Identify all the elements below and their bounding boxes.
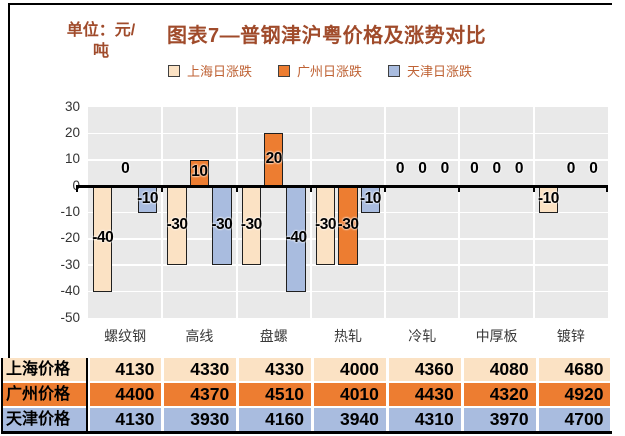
- legend-swatch: [388, 64, 401, 77]
- bar-data-label: -40: [285, 229, 307, 247]
- bar-data-label: -30: [166, 216, 188, 234]
- bar-data-label: -30: [211, 216, 233, 234]
- x-category-label: 热轧: [333, 328, 362, 344]
- table-cell: 4080: [463, 358, 536, 381]
- y-tick-label: -30: [60, 256, 80, 272]
- legend-swatch: [168, 64, 180, 77]
- frame-border-left: [8, 3, 10, 359]
- unit-label: 单位：元/吨: [66, 22, 136, 60]
- frame-border-top: [8, 3, 612, 5]
- h-gridline: [88, 158, 608, 161]
- chart-title: 图表7—普钢津沪粤价格及涨势对比: [167, 25, 487, 47]
- x-category-label: 盘螺: [259, 328, 288, 344]
- bar-data-label: 0: [440, 160, 450, 178]
- y-tick-label: 10: [64, 151, 80, 167]
- bar-data-label: 20: [265, 150, 283, 168]
- table-cell: 4330: [164, 358, 237, 381]
- y-tick-label: 30: [64, 98, 80, 114]
- table-cell: 4330: [239, 358, 312, 381]
- axis-tick: [458, 187, 461, 192]
- table-separator-line: [86, 358, 88, 431]
- table-cell: 3930: [164, 407, 237, 431]
- bar-data-label: -10: [359, 189, 381, 207]
- bar-data-label: -40: [92, 229, 114, 247]
- table-cell: 4400: [89, 382, 162, 406]
- table-cell: 4310: [388, 407, 461, 431]
- table-cell: 4130: [89, 407, 162, 431]
- bar-data-label: -30: [315, 216, 337, 234]
- x-category-label: 镀锌: [556, 328, 585, 344]
- x-category-label: 中厚板: [475, 328, 518, 344]
- table-cell: 3970: [463, 407, 536, 431]
- y-tick-label: 20: [64, 124, 80, 140]
- table-cell: 4700: [538, 407, 611, 431]
- legend-label: 天津日涨跌: [407, 64, 473, 79]
- table-cell: 4010: [314, 382, 386, 406]
- axis-tick: [309, 187, 312, 192]
- v-gridline: [161, 107, 164, 318]
- bar-data-label: 0: [121, 160, 130, 178]
- bar-data-label: 10: [191, 163, 208, 181]
- legend-label: 上海日涨跌: [187, 64, 253, 79]
- bar-data-label: -10: [137, 189, 158, 207]
- table-cell: 4320: [463, 382, 536, 406]
- table-cell: 4370: [164, 382, 237, 406]
- x-category-label: 高线: [185, 328, 214, 344]
- h-gridline: [88, 290, 608, 293]
- y-tick-label: -10: [60, 204, 80, 219]
- table-cell: 4360: [388, 358, 461, 381]
- bar-data-label: 0: [566, 160, 576, 178]
- axis-tick: [161, 187, 164, 192]
- x-category-label: 螺纹钢: [104, 328, 147, 344]
- v-gridline: [384, 107, 387, 318]
- table-row-label: 上海价格: [1, 358, 86, 381]
- chart-legend: 上海日涨跌 广州日涨跌 天津日涨跌: [168, 61, 472, 80]
- y-tick-label: -50: [60, 309, 80, 325]
- bar-data-label: -30: [337, 216, 359, 234]
- legend-item: 天津日涨跌: [388, 61, 472, 80]
- y-tick-label: -20: [60, 230, 80, 246]
- v-gridline: [309, 107, 312, 318]
- bar-data-label: 0: [395, 160, 405, 178]
- y-tick-label: 0: [26, 178, 80, 193]
- table-bottom-border: [1, 431, 612, 435]
- table-cell: 4130: [89, 358, 162, 381]
- x-category-label: 冷轧: [408, 328, 437, 344]
- plot-area: -40 -30 -30 -30 0 0 -10 0 10 20 -30 0 0 0 -10 -30 -40 -10…: [76, 107, 608, 344]
- v-gridline: [458, 107, 461, 318]
- bar-data-label: 0: [492, 160, 502, 178]
- table-left-border: [1, 358, 3, 431]
- table-cell: 4680: [538, 358, 611, 381]
- legend-swatch: [278, 64, 291, 77]
- bar-data-label: 0: [589, 160, 598, 178]
- table-cell: 4920: [538, 382, 611, 406]
- table-cell: 4510: [239, 382, 312, 406]
- bar-data-label: -10: [538, 189, 559, 207]
- table-cell: 4160: [239, 407, 312, 431]
- legend-item: 上海日涨跌: [168, 61, 252, 80]
- table-row-label: 天津价格: [1, 407, 86, 431]
- legend-item: 广州日涨跌: [278, 61, 362, 80]
- table-cell: 4000: [314, 358, 386, 381]
- v-gridline: [532, 107, 535, 318]
- bar-data-label: 0: [514, 160, 524, 178]
- legend-label: 广州日涨跌: [297, 64, 363, 79]
- axis-tick: [532, 187, 535, 192]
- v-gridline: [235, 107, 238, 318]
- table-cell: 4430: [388, 382, 461, 406]
- table-row-label: 广州价格: [1, 382, 86, 406]
- price-table: 上海价格 4130 4330 4330 4000 4360 4080 4680 广州价格 4400…: [1, 358, 612, 436]
- axis-tick: [76, 187, 78, 192]
- bar-data-label: -30: [240, 216, 262, 234]
- zero-axis-line: [76, 184, 608, 188]
- h-gridline: [88, 132, 608, 135]
- bar-data-label: 0: [470, 160, 479, 178]
- axis-tick: [384, 187, 387, 192]
- axis-tick: [606, 187, 608, 192]
- y-tick-label: -40: [60, 283, 80, 299]
- table-cell: 3940: [314, 407, 386, 431]
- bar-data-label: 0: [418, 160, 427, 178]
- axis-tick: [235, 187, 238, 192]
